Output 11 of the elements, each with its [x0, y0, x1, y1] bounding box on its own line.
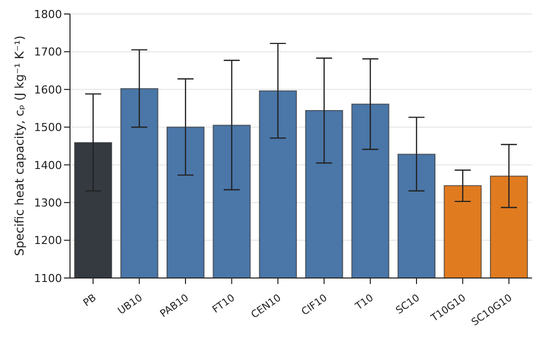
y-tick-label: 1200 — [34, 234, 62, 248]
y-tick-label: 1300 — [34, 196, 62, 210]
x-tick-label: PB — [82, 292, 99, 310]
y-tick-label: 1500 — [34, 121, 62, 134]
y-axis-title: Specific heat capacity, cₚ (J kg⁻¹ K⁻¹) — [12, 36, 26, 256]
y-tick-label: 1600 — [34, 83, 62, 96]
y-tick-label: 1800 — [34, 8, 62, 21]
y-tick-label: 1400 — [34, 158, 62, 172]
x-tick-label: T10 — [353, 292, 376, 314]
y-tick-label: 1700 — [34, 46, 62, 59]
y-tick-label: 1100 — [34, 272, 62, 285]
